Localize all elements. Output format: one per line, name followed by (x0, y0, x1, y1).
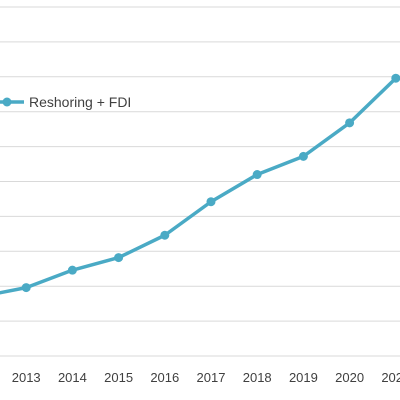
x-tick-label: 2019 (289, 370, 318, 385)
data-point (160, 230, 170, 240)
x-tick-label: 2018 (243, 370, 272, 385)
data-point (345, 118, 355, 128)
x-tick-label: 2016 (150, 370, 179, 385)
data-point (391, 73, 400, 83)
legend-label: Reshoring + FDI (29, 94, 131, 110)
gridlines (0, 6, 400, 357)
legend: Reshoring + FDI (0, 94, 131, 110)
x-tick-label: 2017 (197, 370, 226, 385)
series-reshoring-fdi (0, 73, 400, 295)
x-tick-label: 2020 (335, 370, 364, 385)
data-point (114, 253, 124, 263)
data-point (298, 151, 308, 161)
x-tick-label: 2013 (12, 370, 41, 385)
x-tick-label: 2014 (58, 370, 87, 385)
data-point (206, 197, 216, 207)
legend-swatch-marker (2, 97, 12, 107)
data-point (67, 265, 77, 275)
x-tick-label: 2021 (381, 370, 400, 385)
x-tick-label: 2015 (104, 370, 133, 385)
data-point (21, 283, 31, 293)
series-line (0, 76, 398, 295)
x-axis-tick-labels: 2012201320142015201620172018201920202021 (12, 370, 400, 385)
data-point (252, 170, 262, 180)
